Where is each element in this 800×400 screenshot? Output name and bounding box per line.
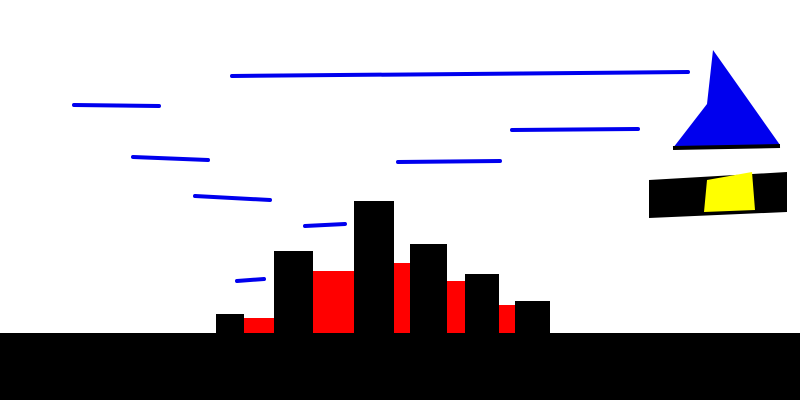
blue-stroke [303, 222, 347, 228]
blue-strokes [72, 70, 690, 283]
black-bar [216, 314, 244, 334]
blue-stroke [230, 70, 690, 78]
ground [0, 333, 800, 400]
blue-stroke [235, 277, 266, 283]
red-bar [394, 263, 410, 334]
sail-shape [673, 50, 780, 148]
blue-stroke [396, 159, 502, 164]
sail-base-line [672, 144, 781, 150]
blue-stroke [193, 194, 272, 202]
red-bars [244, 263, 515, 334]
blue-stroke [510, 127, 640, 132]
black-bar [274, 251, 313, 334]
black-bar [465, 274, 499, 334]
black-bars [216, 201, 550, 334]
black-bar [354, 201, 394, 334]
red-bar [244, 318, 274, 334]
black-bar [515, 301, 550, 334]
red-bar [313, 271, 354, 334]
black-bar [410, 244, 447, 334]
boat-window [704, 172, 755, 212]
blue-stroke [72, 103, 161, 108]
blue-stroke [131, 155, 210, 162]
red-bar [499, 305, 515, 334]
red-bar [447, 281, 465, 334]
